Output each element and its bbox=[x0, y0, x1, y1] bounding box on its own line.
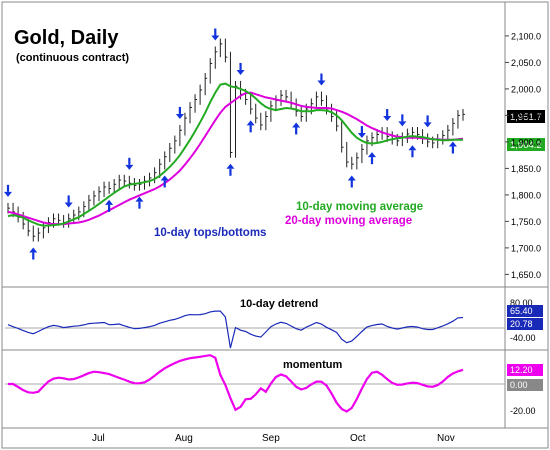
price-axis-tick-label: 1,800.0 bbox=[511, 190, 541, 200]
top-arrow-icon-head bbox=[423, 122, 432, 128]
last-price-label: 1,951.7 bbox=[510, 112, 542, 123]
price-axis-tick-label: 1,750.0 bbox=[511, 217, 541, 227]
x-tick-aug: Aug bbox=[175, 433, 193, 444]
bottom-arrow-icon-head bbox=[368, 152, 376, 158]
bottom-arrow-icon-head bbox=[160, 175, 169, 181]
top-arrow-icon-head bbox=[175, 113, 184, 119]
chart-title: Gold, Daily bbox=[14, 27, 119, 49]
price-axis-tick-label: 1,900.0 bbox=[511, 137, 541, 147]
price-axis-tick-label: 2,000.0 bbox=[511, 84, 541, 94]
bottom-arrow-icon-head bbox=[105, 199, 114, 205]
momentum-line bbox=[8, 354, 464, 413]
momentum-value-box bbox=[507, 364, 543, 376]
top-arrow-icon-head bbox=[211, 35, 220, 41]
detrend-value-box-1 bbox=[507, 305, 543, 317]
price-axis-tick-label: 1,950.0 bbox=[511, 111, 541, 121]
price-axis-tick-label: 1,650.0 bbox=[511, 270, 541, 280]
price-axis-tick-label: 1,850.0 bbox=[511, 164, 541, 174]
top-arrow-icon-head bbox=[64, 202, 73, 208]
top-arrow-icon-head bbox=[398, 121, 407, 127]
x-tick-jul: Jul bbox=[92, 433, 105, 444]
top-arrow-icon-head bbox=[125, 164, 134, 170]
x-tick-sep: Sep bbox=[262, 433, 280, 444]
indicator-lines bbox=[7, 310, 464, 413]
detrend-line bbox=[7, 310, 464, 349]
detrend-value-label-1: 65.40 bbox=[510, 306, 533, 316]
top-arrow-icon-head bbox=[236, 69, 245, 75]
detrend-value-box-2 bbox=[507, 318, 543, 330]
detrend-tick-top: 80.00 bbox=[510, 298, 533, 308]
bottom-arrow-icon-head bbox=[246, 120, 255, 126]
ma-value-label: 1,904.2 bbox=[510, 140, 542, 151]
momentum-zero-label: 0.00 bbox=[510, 380, 528, 390]
top-arrow-icon-head bbox=[357, 133, 366, 139]
bottom-arrow-icon-head bbox=[135, 196, 144, 202]
price-axis-tick-label: 1,700.0 bbox=[511, 243, 541, 253]
bottom-arrow-icon-head bbox=[29, 247, 38, 253]
price-axis-ticks: 2,100.0 2,050.0 2,000.0 1,950.0 1,900.0 1,850… bbox=[505, 31, 541, 280]
detrend-value-label-2: 20.78 bbox=[510, 319, 533, 329]
ma20-label: 20-day moving average bbox=[285, 215, 412, 227]
price-axis-tick-label: 2,100.0 bbox=[511, 31, 541, 41]
bottom-arrow-icon-head bbox=[408, 145, 417, 151]
ma10-label: 10-day moving average bbox=[296, 201, 423, 213]
chart-subtitle: (continuous contract) bbox=[16, 52, 129, 64]
last-price-box bbox=[507, 110, 545, 123]
ma-value-box bbox=[507, 138, 545, 151]
cycle-arrows bbox=[4, 28, 457, 260]
moving-averages bbox=[7, 82, 464, 227]
cycles-label: 10-day tops/bottoms bbox=[154, 227, 266, 239]
price-axis-tick-label: 2,050.0 bbox=[511, 58, 541, 68]
top-arrow-icon-head bbox=[317, 80, 326, 86]
detrend-tick-bottom: -40.00 bbox=[510, 333, 536, 343]
ma20-line bbox=[7, 91, 464, 226]
bottom-arrow-icon-head bbox=[292, 122, 301, 128]
momentum-value-label: 12.20 bbox=[510, 365, 533, 375]
momentum-label: momentum bbox=[283, 359, 343, 371]
x-tick-nov: Nov bbox=[437, 433, 455, 444]
momentum-zero-box bbox=[507, 379, 543, 391]
bottom-arrow-icon-head bbox=[226, 163, 235, 169]
top-arrow-icon-head bbox=[4, 191, 12, 197]
bottom-arrow-icon-head bbox=[448, 141, 457, 147]
ma10-line bbox=[7, 82, 464, 227]
detrend-label: 10-day detrend bbox=[240, 298, 318, 310]
top-arrow-icon-head bbox=[383, 116, 392, 122]
bottom-arrow-icon-head bbox=[347, 175, 356, 181]
x-tick-oct: Oct bbox=[350, 433, 366, 444]
momentum-tick-bottom: -20.00 bbox=[510, 406, 536, 416]
